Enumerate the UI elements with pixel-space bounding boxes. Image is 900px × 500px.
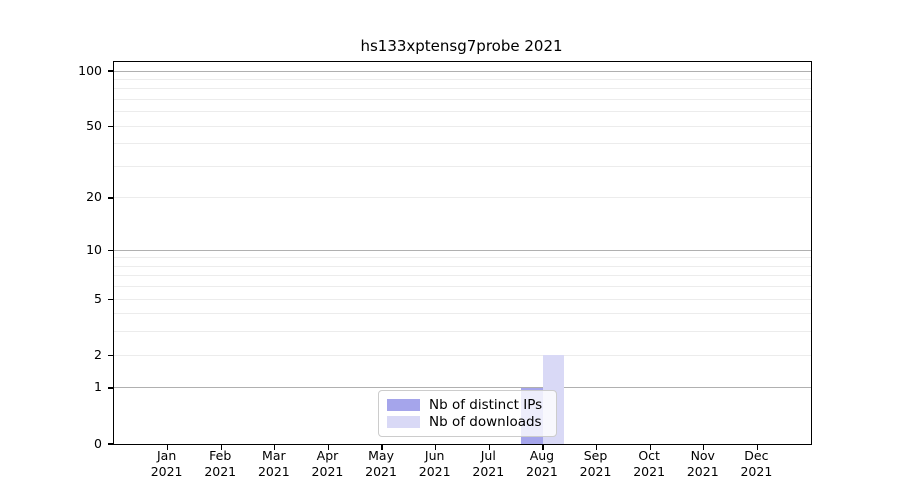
x-tick-mar (274, 445, 276, 451)
x-tick-feb (220, 445, 222, 451)
y-tick-100 (107, 70, 113, 72)
chart-title: hs133xptensg7probe 2021 (360, 37, 563, 55)
x-tick-jan (166, 445, 169, 451)
x-tick-may (381, 445, 383, 451)
minor-gridline-2 (114, 354, 811, 356)
y-tick-50 (107, 125, 113, 127)
x-tick-aug (542, 445, 544, 451)
minor-gridline-30 (114, 166, 811, 167)
major-gridline-10 (114, 249, 811, 251)
x-tick-oct (649, 445, 651, 451)
y-tick-label-0: 0 (94, 435, 102, 451)
x-tick-label-aug: Aug 2021 (526, 448, 558, 479)
x-tick-label-dec: Dec 2021 (740, 448, 773, 479)
x-tick-sep (595, 445, 598, 451)
x-tick-label-jun: Jun 2021 (418, 448, 451, 479)
minor-gridline-8 (114, 265, 811, 267)
x-tick-label-sep: Sep 2021 (579, 448, 612, 479)
y-tick-label-2: 2 (94, 346, 102, 362)
y-tick-label-50: 50 (86, 117, 102, 133)
minor-gridline-60 (114, 111, 811, 113)
minor-gridline-50 (114, 125, 811, 127)
x-tick-nov (703, 445, 705, 451)
x-tick-label-jul: Jul 2021 (472, 448, 505, 479)
y-tick-10 (107, 249, 113, 251)
major-gridline-1 (114, 387, 811, 389)
minor-gridline-40 (114, 143, 811, 145)
x-tick-dec (756, 445, 759, 451)
minor-gridline-20 (114, 197, 811, 199)
legend-swatch-downloads (387, 416, 420, 428)
x-tick-apr (327, 445, 330, 451)
legend-label-downloads: Nb of downloads (429, 414, 542, 430)
legend: Nb of distinct IPs Nb of downloads (378, 390, 557, 437)
x-tick-label-oct: Oct 2021 (633, 448, 666, 479)
minor-gridline-70 (114, 99, 811, 101)
x-tick-jul (488, 445, 490, 451)
x-tick-label-may: May 2021 (365, 448, 397, 479)
x-tick-label-nov: Nov 2021 (686, 448, 719, 479)
legend-label-distinct-ips: Nb of distinct IPs (429, 397, 543, 413)
x-tick-label-mar: Mar 2021 (257, 448, 290, 479)
y-tick-1 (107, 387, 113, 389)
major-gridline-100 (114, 70, 811, 72)
legend-item-distinct-ips: Nb of distinct IPs (387, 397, 546, 413)
plot-area (107, 61, 812, 451)
minor-gridline-90 (114, 78, 811, 80)
y-tick-5 (107, 298, 113, 300)
minor-gridline-5 (114, 298, 811, 300)
x-tick-label-feb: Feb 2021 (204, 448, 237, 479)
legend-swatch-distinct-ips (387, 399, 420, 411)
x-tick-label-jan: Jan 2021 (150, 448, 183, 479)
y-tick-label-10: 10 (86, 241, 102, 257)
y-tick-0 (107, 443, 113, 445)
minor-gridline-6 (114, 286, 811, 288)
y-tick-label-1: 1 (94, 379, 102, 395)
legend-item-downloads: Nb of downloads (387, 414, 546, 430)
minor-gridline-80 (114, 88, 811, 90)
minor-gridline-3 (114, 331, 811, 333)
minor-gridline-4 (114, 313, 811, 315)
minor-gridline-9 (114, 257, 811, 259)
y-tick-label-5: 5 (94, 290, 102, 306)
y-tick-label-100: 100 (78, 62, 102, 78)
y-tick-20 (107, 197, 113, 199)
x-tick-label-apr: Apr 2021 (311, 448, 344, 479)
minor-gridline-7 (114, 275, 811, 277)
x-tick-jun (435, 445, 437, 451)
y-tick-label-20: 20 (86, 189, 102, 205)
y-tick-2 (107, 354, 113, 356)
